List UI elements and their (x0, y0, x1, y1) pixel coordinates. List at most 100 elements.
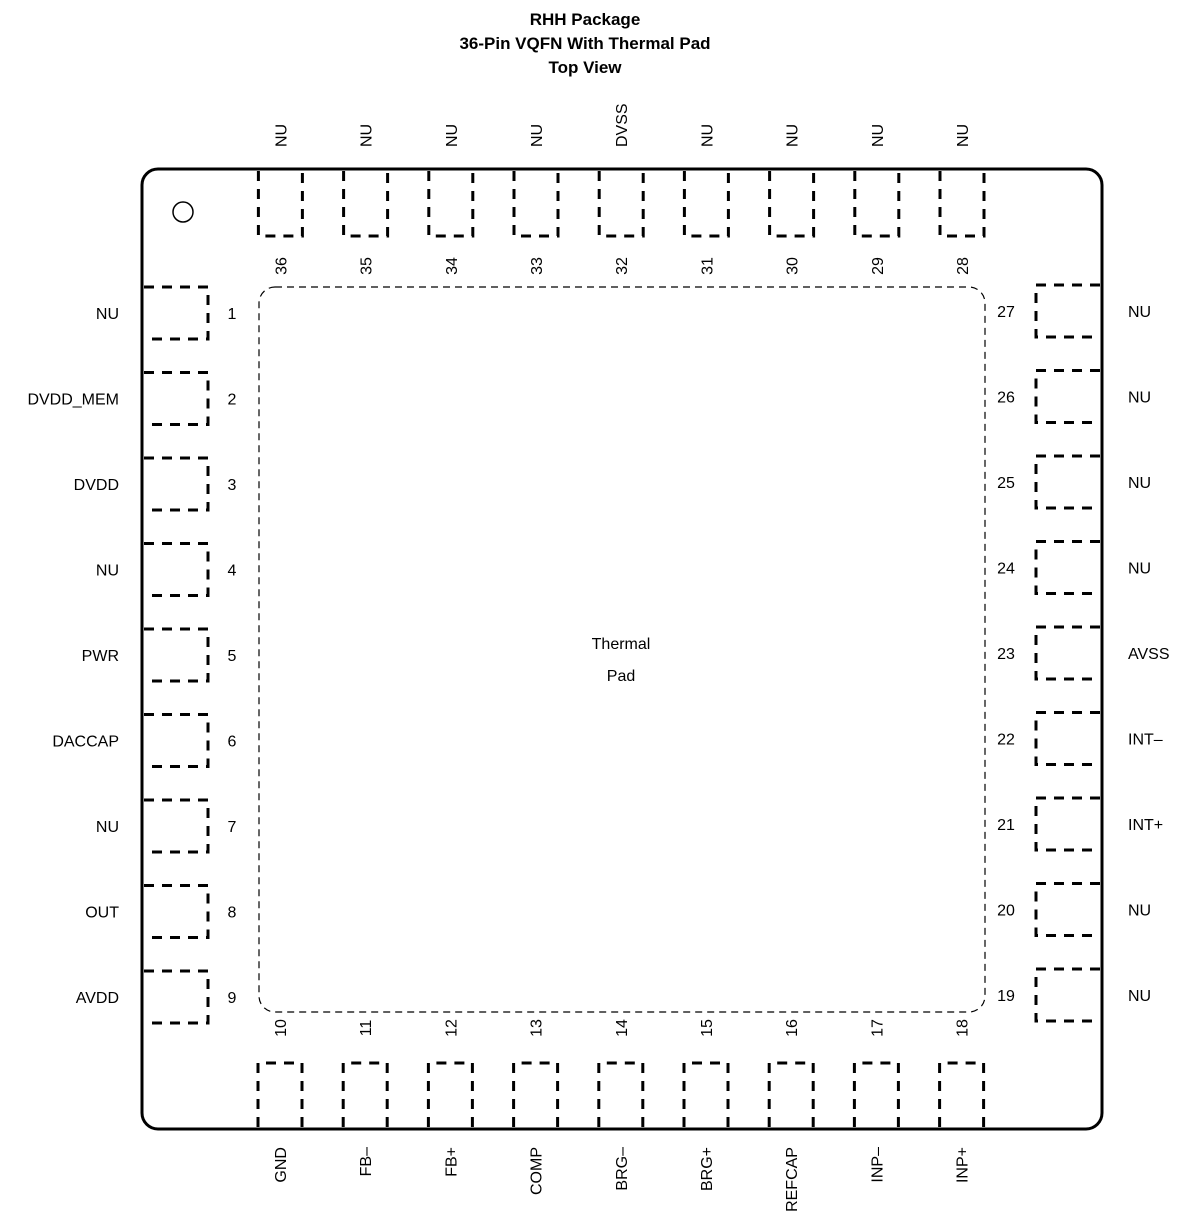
title-line-3: Top View (548, 58, 622, 77)
pin-pad-right (1034, 967, 1100, 1023)
pin-number-left: 8 (228, 905, 237, 922)
pin-number-right: 20 (997, 903, 1015, 920)
pin-name-bottom: COMP (529, 1147, 546, 1195)
pin-number-top: 30 (785, 257, 802, 275)
pin-pad-top (256, 171, 304, 238)
pin-pad-left (144, 371, 210, 426)
pin-number-right: 25 (997, 475, 1015, 492)
pin-number-left: 6 (228, 734, 237, 751)
pin-number-top: 28 (955, 257, 972, 275)
pin-name-right: AVSS (1128, 646, 1170, 663)
pin-name-right: NU (1128, 561, 1151, 578)
pin-pad-right (1034, 711, 1100, 766)
pin-number-top: 29 (870, 257, 887, 275)
pin-number-top: 35 (359, 257, 376, 275)
pin-pad-left (144, 627, 210, 683)
pin-number-bottom: 12 (443, 1019, 460, 1037)
pin-pad-right (1034, 283, 1100, 339)
pin-pad-left (144, 884, 210, 939)
pin-pad-right (1034, 454, 1100, 510)
pin-pad-top (512, 171, 560, 238)
pin-name-right: NU (1128, 988, 1151, 1005)
pin-number-bottom: 15 (699, 1019, 716, 1037)
pin-pad-bottom (341, 1061, 389, 1127)
pin-name-left: AVDD (76, 990, 119, 1007)
pin-name-bottom: BRG+ (699, 1147, 716, 1191)
thermal-pad-outline (258, 286, 986, 1013)
pin-number-top: 36 (273, 257, 290, 275)
pin-name-right: NU (1128, 304, 1151, 321)
pin-name-bottom: INP+ (955, 1147, 972, 1183)
pin-number-left: 3 (228, 477, 237, 494)
pin-name-bottom: REFCAP (784, 1147, 801, 1212)
pin-number-top: 32 (614, 257, 631, 275)
pin-name-left: OUT (85, 905, 119, 922)
pin-number-bottom: 11 (358, 1020, 375, 1037)
pin-pad-top (682, 171, 730, 238)
pin-number-right: 27 (997, 304, 1015, 321)
pin-number-bottom: 14 (614, 1019, 631, 1037)
pin-name-left: DVDD (74, 477, 119, 494)
pin-number-right: 22 (997, 732, 1015, 749)
pin-number-top: 33 (529, 257, 546, 275)
pin-number-top: 34 (444, 257, 461, 275)
pin-number-bottom: 10 (273, 1019, 290, 1037)
pin-pad-right (1034, 796, 1100, 852)
pin-number-left: 4 (228, 563, 237, 580)
pin-name-left: NU (96, 819, 119, 836)
pin-name-bottom: INP– (869, 1147, 886, 1183)
pin-pad-bottom (426, 1061, 474, 1127)
pin-pad-bottom (512, 1061, 560, 1127)
pin-pad-left (144, 456, 210, 512)
pin-number-bottom: 18 (955, 1019, 972, 1037)
pin-name-left: NU (96, 563, 119, 580)
pin-pad-bottom (852, 1061, 900, 1127)
pin-pad-right (1034, 882, 1100, 937)
pin-pad-top (938, 171, 986, 238)
pin-number-right: 23 (997, 646, 1015, 663)
pin-name-right: INT+ (1128, 817, 1163, 834)
title-line-1: RHH Package (530, 10, 641, 29)
pin-pad-left (144, 542, 210, 597)
pin-pad-top (768, 171, 816, 238)
pin-pad-left (144, 285, 210, 341)
pin-name-right: NU (1128, 903, 1151, 920)
pin-pad-bottom (256, 1061, 304, 1127)
pin-name-bottom: BRG– (614, 1147, 631, 1191)
pin-name-right: NU (1128, 475, 1151, 492)
pin-name-bottom: FB+ (443, 1147, 460, 1177)
pin-name-top: NU (955, 124, 972, 147)
pin-name-top: NU (529, 124, 546, 147)
pin-pad-bottom (767, 1061, 815, 1127)
pin-number-bottom: 16 (784, 1019, 801, 1037)
pin-number-left: 2 (228, 392, 237, 409)
pin-pad-left (144, 798, 210, 854)
pins: NU 1 DVDD_MEM 2 DVDD 3 NU 4 PWR 5 DACCAP 6 NU 7 OUT 8 AV… (27, 103, 1169, 1211)
title-line-2: 36-Pin VQFN With Thermal Pad (459, 34, 710, 53)
pin-number-right: 19 (997, 988, 1015, 1005)
pin-number-right: 21 (997, 817, 1015, 834)
pin-pad-right (1034, 625, 1100, 681)
pin-name-top: NU (359, 124, 376, 147)
pin-name-top: NU (273, 124, 290, 147)
pin-name-top: NU (870, 124, 887, 147)
pin-name-bottom: GND (273, 1147, 290, 1183)
pin-number-left: 7 (228, 819, 237, 836)
pin-name-bottom: FB– (358, 1147, 375, 1176)
pin-number-left: 5 (228, 648, 237, 665)
pin-name-left: PWR (82, 648, 119, 665)
pin-number-left: 9 (228, 990, 237, 1007)
pin-number-right: 24 (997, 561, 1015, 578)
pin-pad-left (144, 969, 210, 1025)
pin-pad-bottom (938, 1061, 986, 1127)
pin-name-top: NU (785, 124, 802, 147)
pin-pad-top (427, 171, 475, 238)
pin-pad-top (853, 171, 901, 238)
pin-name-top: DVSS (614, 103, 631, 147)
pin-number-top: 31 (699, 257, 716, 275)
pin-pad-top (342, 171, 390, 238)
pin-pad-right (1034, 369, 1100, 424)
package-outline (140, 167, 1104, 1131)
thermal-pad-label-1: Thermal (592, 636, 651, 653)
